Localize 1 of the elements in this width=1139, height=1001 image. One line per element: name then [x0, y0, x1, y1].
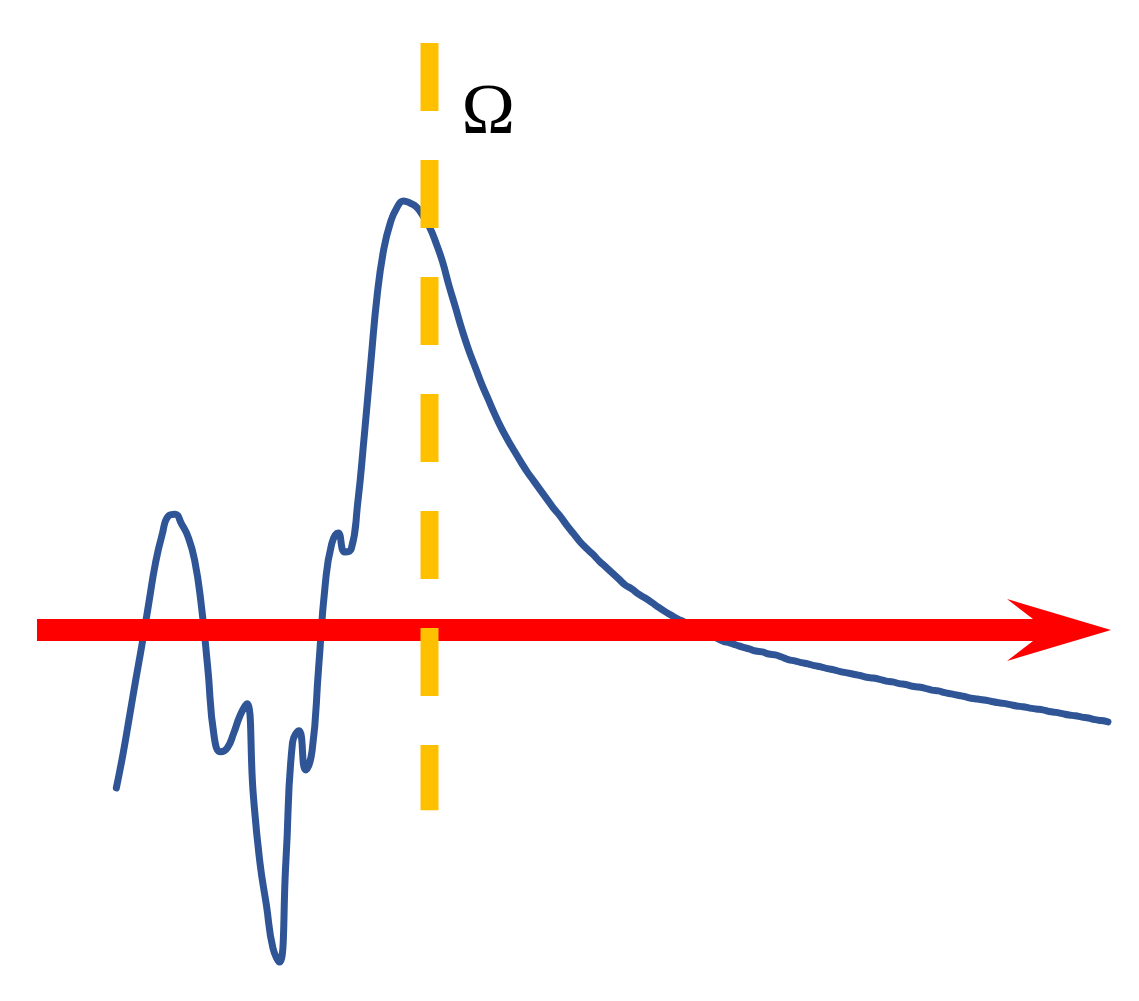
text: Ω — [461, 69, 516, 149]
